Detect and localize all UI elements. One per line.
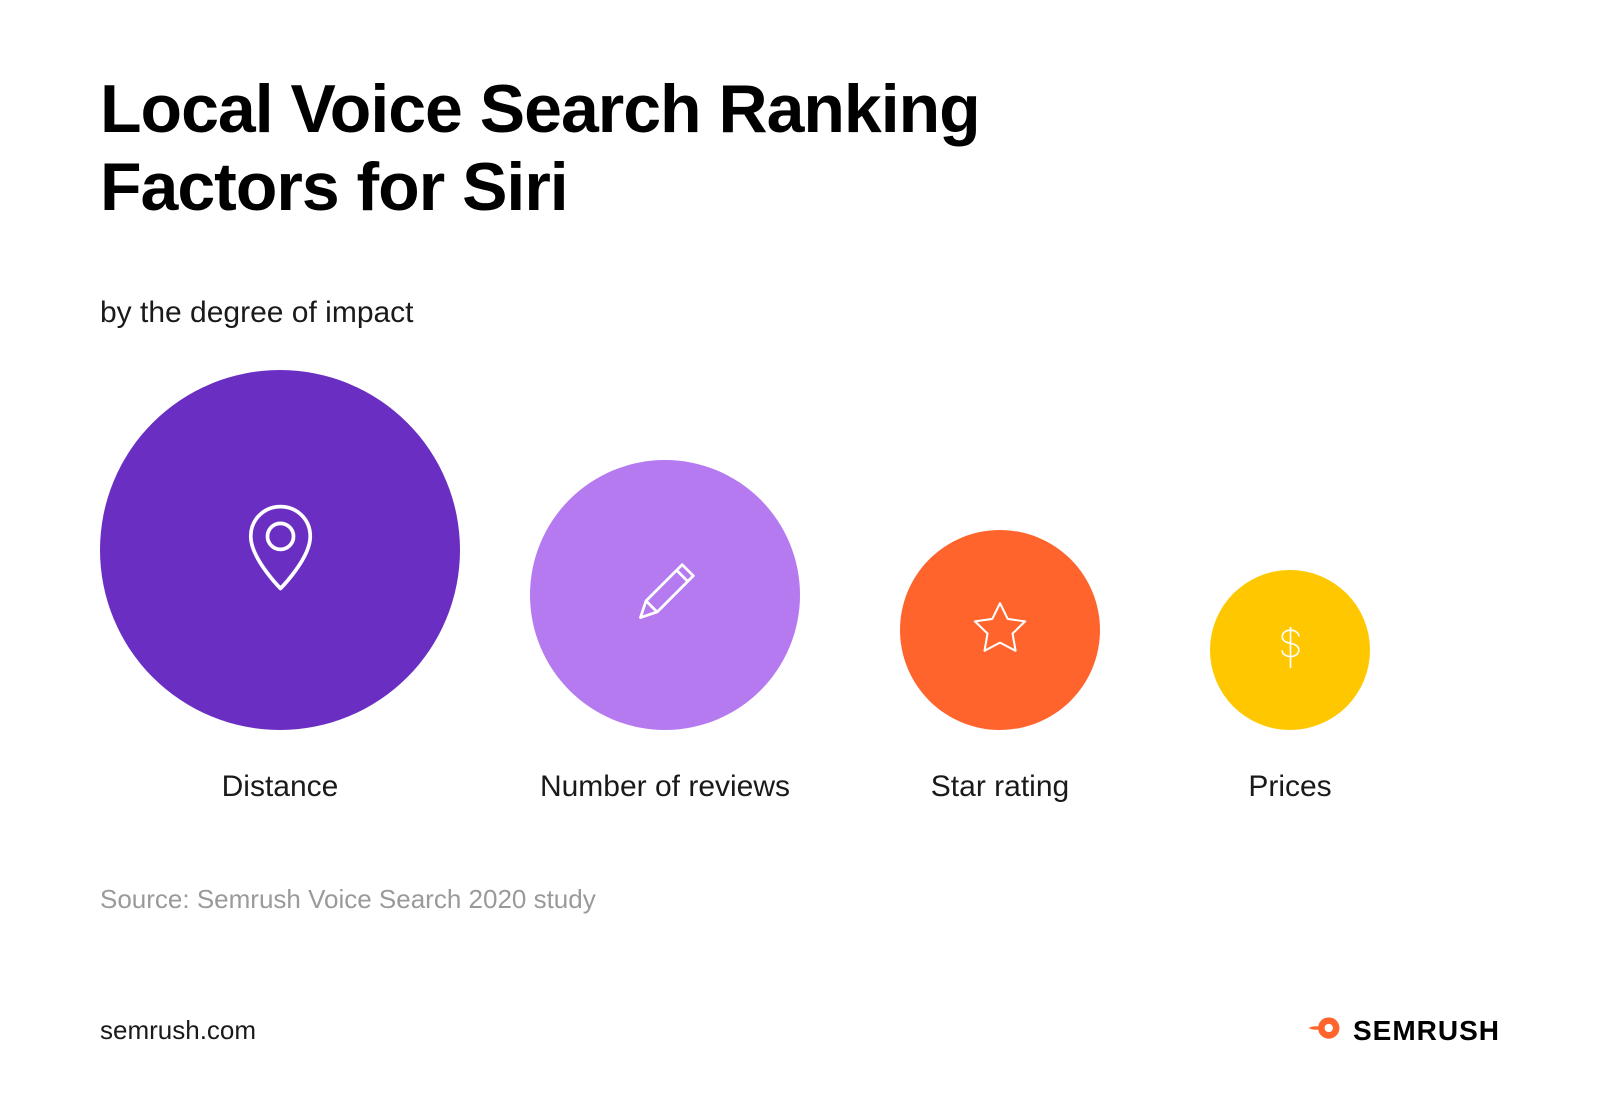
chart-title: Local Voice Search Ranking Factors for S… bbox=[100, 70, 1200, 226]
pencil-icon bbox=[621, 548, 710, 642]
chart-subtitle: by the degree of impact bbox=[100, 296, 1500, 330]
location-pin-icon bbox=[221, 488, 340, 612]
factor-bubble bbox=[530, 460, 800, 730]
star-icon bbox=[967, 595, 1033, 666]
factor-item: Prices bbox=[1210, 570, 1370, 804]
footer: semrush.com SEMRUSH bbox=[100, 1009, 1500, 1052]
flame-icon bbox=[1305, 1009, 1343, 1052]
factor-item: Distance bbox=[100, 370, 460, 804]
factor-bubble bbox=[1210, 570, 1370, 730]
brand-logo: SEMRUSH bbox=[1305, 1009, 1500, 1052]
footer-url: semrush.com bbox=[100, 1015, 256, 1046]
factor-bubble bbox=[900, 530, 1100, 730]
factor-label: Star rating bbox=[931, 770, 1069, 804]
factor-bubble bbox=[100, 370, 460, 730]
factor-item: Star rating bbox=[900, 530, 1100, 804]
source-text: Source: Semrush Voice Search 2020 study bbox=[100, 884, 1500, 915]
factors-row: Distance Number of reviews Star rating P… bbox=[100, 370, 1500, 804]
factor-label: Distance bbox=[222, 770, 339, 804]
dollar-icon bbox=[1264, 621, 1317, 679]
factor-label: Prices bbox=[1248, 770, 1331, 804]
brand-name: SEMRUSH bbox=[1353, 1015, 1500, 1047]
factor-item: Number of reviews bbox=[530, 460, 800, 804]
factor-label: Number of reviews bbox=[540, 770, 790, 804]
